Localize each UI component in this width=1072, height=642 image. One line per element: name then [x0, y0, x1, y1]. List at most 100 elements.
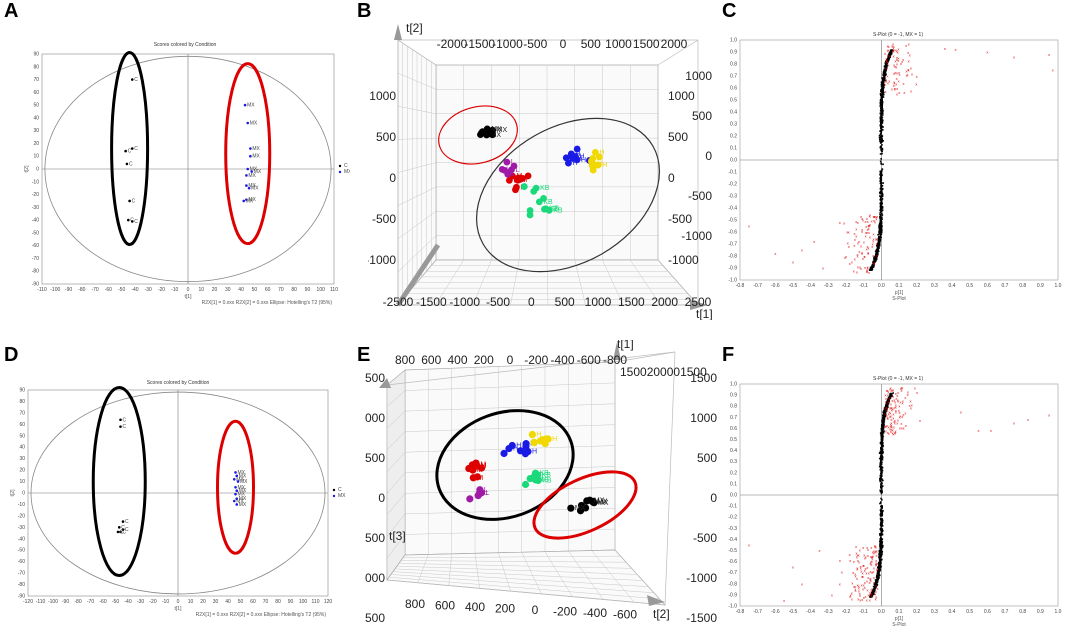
s-plot-black-point [881, 198, 884, 200]
s-plot-black-point [880, 525, 882, 528]
s-plot-black-point [883, 71, 886, 74]
y-tick-label: -0.2 [728, 515, 737, 521]
s-plot-red-point: x [860, 568, 862, 573]
s-plot-red-point: x [874, 220, 876, 225]
bottom-tick-label: 400 [465, 600, 485, 614]
s-plot-black-point [879, 116, 882, 118]
mx-sample-point [586, 496, 594, 504]
s-plot-red-point: x [901, 401, 903, 406]
s-plot-black-point [880, 187, 883, 190]
s-plot-black-point [879, 517, 882, 520]
s-plot-red-point: x [876, 553, 878, 558]
s-plot-black-point [882, 416, 884, 418]
s-plot-black-point [878, 561, 881, 564]
s-plot-black-point [879, 123, 882, 126]
grid-line [630, 259, 661, 306]
s-plot-red-point: x [893, 397, 895, 402]
s-plot-black-point [881, 505, 883, 508]
x-tick-label: -90 [62, 599, 69, 605]
s-plot-black-point [878, 242, 881, 245]
right-tick-label: -1000 [686, 571, 717, 585]
s-plot-black-point [880, 170, 883, 173]
control-point-label: C [125, 519, 129, 525]
s-plot-red-point: x [859, 591, 861, 596]
mx-point [234, 485, 237, 489]
h-sample-point [562, 154, 570, 162]
s-plot-red-point: x [853, 231, 855, 236]
control-point-label: C [129, 161, 133, 167]
s-plot-black-point [880, 443, 883, 446]
s-plot-red-point: x [865, 570, 867, 575]
s-plot-black-point [879, 94, 882, 97]
s-plot-black-point [881, 129, 884, 131]
s-plot-black-point [884, 60, 887, 63]
grid-line [544, 551, 573, 597]
s-plot-black-point [879, 198, 882, 201]
y-tick-label: -50 [18, 548, 25, 554]
treatment-group-ellipse [435, 409, 575, 521]
grid-line [404, 424, 616, 432]
s-plot-red-point: x [849, 594, 851, 599]
s-plot-red-point: x [899, 413, 901, 418]
y-tick-label: -80 [32, 269, 39, 275]
s-plot-red-point: x [895, 408, 897, 413]
s-plot-black-point [883, 417, 886, 419]
s-plot-red-point: x [887, 389, 889, 394]
s-plot-black-point [878, 244, 881, 247]
s-plot-black-point [880, 107, 882, 109]
s-plot-red-point: x [860, 244, 862, 249]
s-plot-black-point [881, 152, 883, 155]
s-plot-black-point [881, 490, 883, 492]
s-plot-red-point: x [866, 587, 868, 592]
kb-sample-point [534, 476, 542, 485]
top-tick-label: 200 [474, 353, 494, 367]
s-plot-black-point [880, 470, 883, 473]
s-plot-red-point: x [844, 255, 846, 260]
s-plot-black-point [876, 580, 879, 582]
x-tick-label: -60 [105, 287, 112, 293]
mx-point-label: MX [239, 502, 247, 508]
s-plot-black-point [872, 585, 875, 588]
s-plot-red-point: x [873, 580, 875, 585]
h-sample-label: H [577, 155, 582, 162]
s-plot-black-point [881, 525, 884, 527]
s-plot-black-point [872, 589, 874, 592]
s-plot-black-point [878, 567, 881, 570]
s-plot-red-point: x [867, 265, 869, 270]
mx-point [236, 480, 240, 483]
kb-sample-point [526, 211, 534, 219]
s-plot-black-point [879, 230, 881, 233]
l-sample-label: L [515, 167, 519, 174]
far-right-tick-label: 1000 [685, 69, 712, 83]
s-plot-black-point [880, 440, 883, 443]
box-edge [614, 351, 676, 363]
s-plot-red-point: x [873, 575, 875, 580]
y-tick-label: -0.1 [728, 170, 737, 176]
s-plot-black-point [879, 548, 882, 551]
s-plot-red-point: x [895, 59, 897, 64]
s-plot-black-point [881, 482, 883, 485]
y-tick-label: -0.5 [728, 218, 737, 224]
s-plot-black-point [882, 74, 885, 76]
left-tick-label: 1000 [369, 89, 396, 103]
y-sample-label: H [597, 155, 602, 162]
s-plot-red-point: x [886, 58, 888, 63]
top-tick-label: 2000 [661, 37, 688, 51]
s-plot-black-point [881, 119, 884, 122]
s-plot-black-point [892, 392, 894, 394]
s-plot-red-point: x [859, 597, 861, 602]
kb-sample-label: KB [542, 472, 552, 479]
s-plot-black-point [870, 265, 873, 268]
s-plot-black-point [879, 124, 882, 127]
mx-sample-point [483, 125, 491, 133]
s-plot-black-point [881, 532, 883, 534]
grid-line [591, 550, 635, 603]
s-plot-black-point [879, 543, 881, 545]
s-plot-red-point: x [854, 584, 856, 589]
box-face [386, 549, 666, 606]
s-plot-red-point: x [885, 399, 887, 404]
s-plot-red-point: x [890, 429, 892, 434]
s-plot-red-point: x [868, 226, 870, 231]
s-plot-black-point [886, 402, 889, 404]
s-plot-red-point: x [898, 403, 900, 408]
